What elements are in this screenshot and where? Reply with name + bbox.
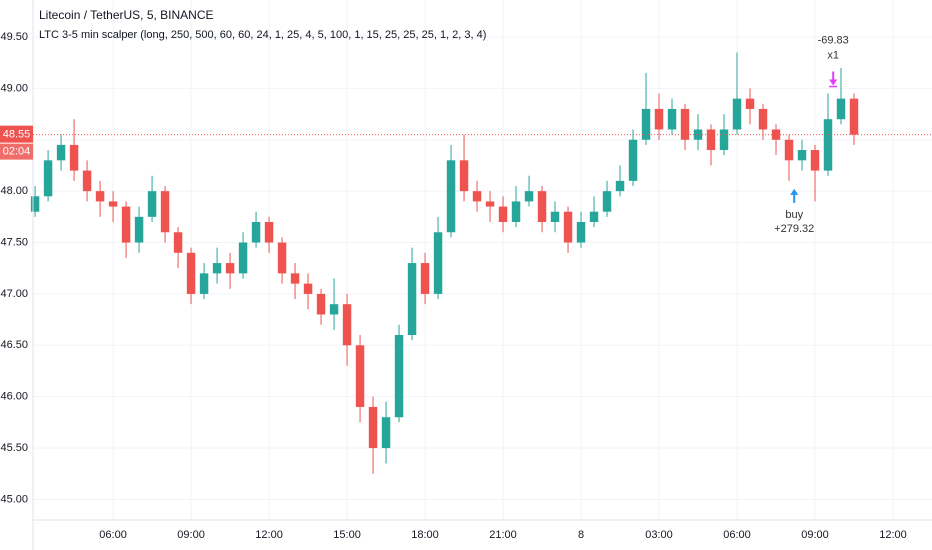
- candle-body: [69, 144, 79, 171]
- candle-body: [641, 108, 651, 140]
- signal-text: buy: [785, 209, 803, 221]
- y-tick-label: 46.00: [0, 391, 28, 403]
- candle-body: [498, 206, 508, 222]
- candle-body: [758, 108, 768, 130]
- y-tick-label: 48.00: [0, 185, 28, 197]
- candle-body: [407, 263, 417, 336]
- candle-body: [238, 242, 248, 274]
- x-tick-label: 03:00: [645, 529, 673, 541]
- candle-body: [82, 170, 92, 192]
- candle-body: [30, 196, 40, 212]
- candle-body: [589, 211, 599, 222]
- y-tick-label: 47.00: [0, 288, 28, 300]
- candle-body: [797, 150, 807, 161]
- candle-body: [56, 144, 66, 161]
- candle-body: [225, 263, 235, 274]
- candle-body: [563, 211, 573, 243]
- candle-body: [667, 108, 677, 130]
- indicator-label: LTC 3-5 min scalper (long, 250, 500, 60,…: [39, 29, 486, 41]
- y-tick-label: 45.50: [0, 442, 28, 454]
- candle-body: [693, 129, 703, 140]
- candle-body: [784, 139, 794, 161]
- last-price-box: [0, 125, 33, 143]
- countdown-label: 02:04: [3, 146, 31, 158]
- candle-body: [186, 252, 196, 294]
- candle-body: [719, 129, 729, 151]
- x-tick-label: 12:00: [879, 529, 907, 541]
- candle-body: [160, 191, 170, 233]
- candle-body: [342, 304, 352, 346]
- candle-body: [459, 160, 469, 192]
- candle-body: [264, 221, 274, 243]
- signal-arrow: [790, 188, 799, 203]
- candle-body: [602, 191, 612, 212]
- candle-body: [251, 221, 261, 243]
- candle-body: [173, 232, 183, 253]
- candle-body: [121, 206, 131, 243]
- candle-body: [654, 108, 664, 130]
- x-tick-label: 09:00: [177, 529, 205, 541]
- x-tick-label: 06:00: [99, 529, 127, 541]
- y-tick-label: 49.50: [0, 31, 28, 43]
- x-tick-label: 21:00: [489, 529, 517, 541]
- x-tick-label: 18:00: [411, 529, 439, 541]
- y-tick-label: 46.50: [0, 339, 28, 351]
- candle-body: [823, 119, 833, 171]
- candle-body: [511, 201, 521, 222]
- candle-body: [199, 273, 209, 294]
- candle-body: [706, 129, 716, 151]
- x-tick-label: 09:00: [801, 529, 829, 541]
- candle-body: [628, 139, 638, 181]
- candle-body: [810, 150, 820, 171]
- candle-body: [550, 211, 560, 222]
- candle-body: [43, 160, 53, 197]
- candle-body: [446, 160, 456, 233]
- y-tick-label: 49.00: [0, 82, 28, 94]
- x-tick-label: 15:00: [333, 529, 361, 541]
- candle-body: [381, 417, 391, 449]
- signal-arrow: [829, 71, 838, 86]
- y-tick-label: 45.00: [0, 493, 28, 505]
- x-tick-label: 12:00: [255, 529, 283, 541]
- candle-body: [433, 232, 443, 294]
- candle-body: [485, 201, 495, 207]
- candle-body: [316, 293, 326, 315]
- signal-label: -69.83: [818, 34, 849, 46]
- candle-body: [420, 263, 430, 294]
- candle-body: [134, 216, 144, 243]
- candle-body: [537, 191, 547, 222]
- candle-body: [303, 283, 313, 294]
- candle-body: [836, 98, 846, 120]
- candle-body: [472, 191, 482, 202]
- candle-body: [732, 98, 742, 130]
- candle-body: [524, 191, 534, 202]
- countdown-box: [0, 143, 33, 160]
- candle-body: [95, 191, 105, 202]
- y-tick-label: 47.50: [0, 236, 28, 248]
- x-tick-label: 8: [578, 529, 584, 541]
- candle-body: [394, 335, 404, 418]
- candle-body: [368, 406, 378, 449]
- signal-text: x1: [827, 49, 839, 61]
- candle-body: [147, 191, 157, 217]
- candle-body: [108, 201, 118, 207]
- last-price-label: 48.55: [3, 129, 31, 141]
- signal-label: +279.32: [774, 223, 814, 235]
- candle-body: [212, 263, 222, 274]
- chart-title: Litecoin / TetherUS, 5, BINANCE: [39, 8, 214, 22]
- candle-body: [329, 304, 339, 315]
- candle-body: [771, 129, 781, 140]
- candle-body: [615, 180, 625, 192]
- candle-body: [849, 98, 859, 135]
- x-tick-label: 06:00: [723, 529, 751, 541]
- candle-body: [576, 221, 586, 243]
- candle-body: [277, 242, 287, 274]
- candle-body: [290, 273, 300, 284]
- candle-body: [680, 108, 690, 140]
- candle-body: [745, 98, 755, 109]
- candle-body: [355, 345, 365, 407]
